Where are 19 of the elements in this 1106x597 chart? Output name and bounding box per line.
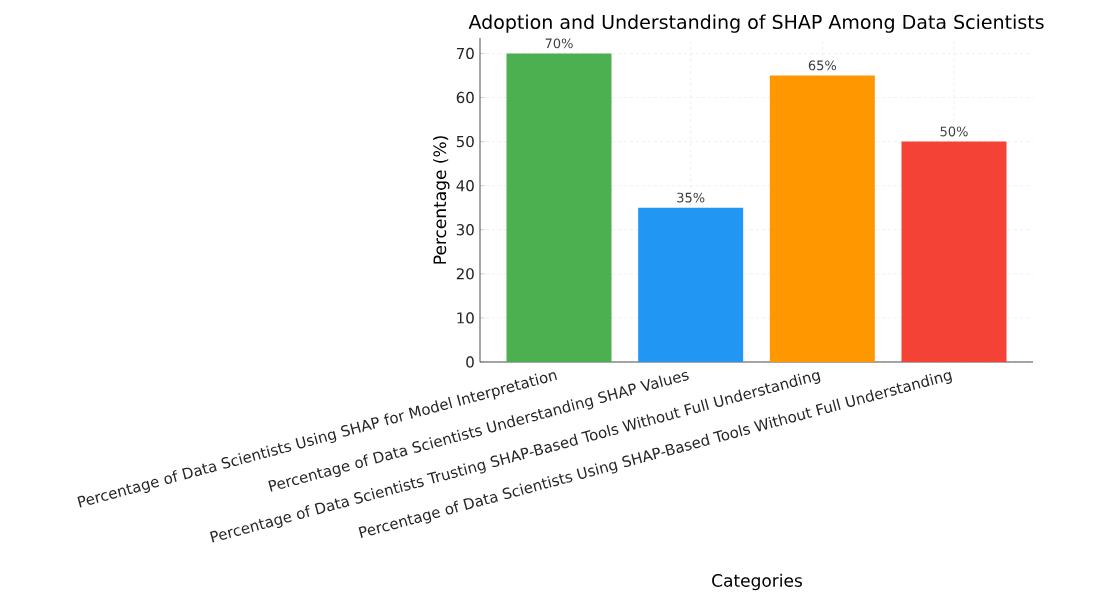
bar (638, 207, 744, 362)
bar (901, 141, 1007, 362)
y-tick-label: 50 (456, 135, 474, 148)
y-tick-label: 40 (456, 179, 474, 192)
y-tick-label: 10 (457, 312, 474, 324)
y-tick-label: 30 (456, 224, 474, 236)
y-tick-label: 0 (466, 356, 474, 368)
data-label: 70% (545, 38, 573, 49)
y-tick-label: 60 (456, 91, 474, 104)
data-label: 65% (808, 60, 837, 71)
y-tick-label: 70 (456, 47, 474, 60)
data-label: 35% (677, 192, 705, 203)
bar (769, 75, 875, 362)
chart-title: Adoption and Understanding of SHAP Among Data Scientists (468, 14, 1044, 33)
y-tick-label: 20 (456, 268, 474, 280)
bar (506, 53, 612, 362)
x-axis-title: Categories (712, 573, 802, 591)
data-label: 50% (940, 126, 968, 137)
y-axis-title: Percentage (%) (433, 136, 450, 264)
